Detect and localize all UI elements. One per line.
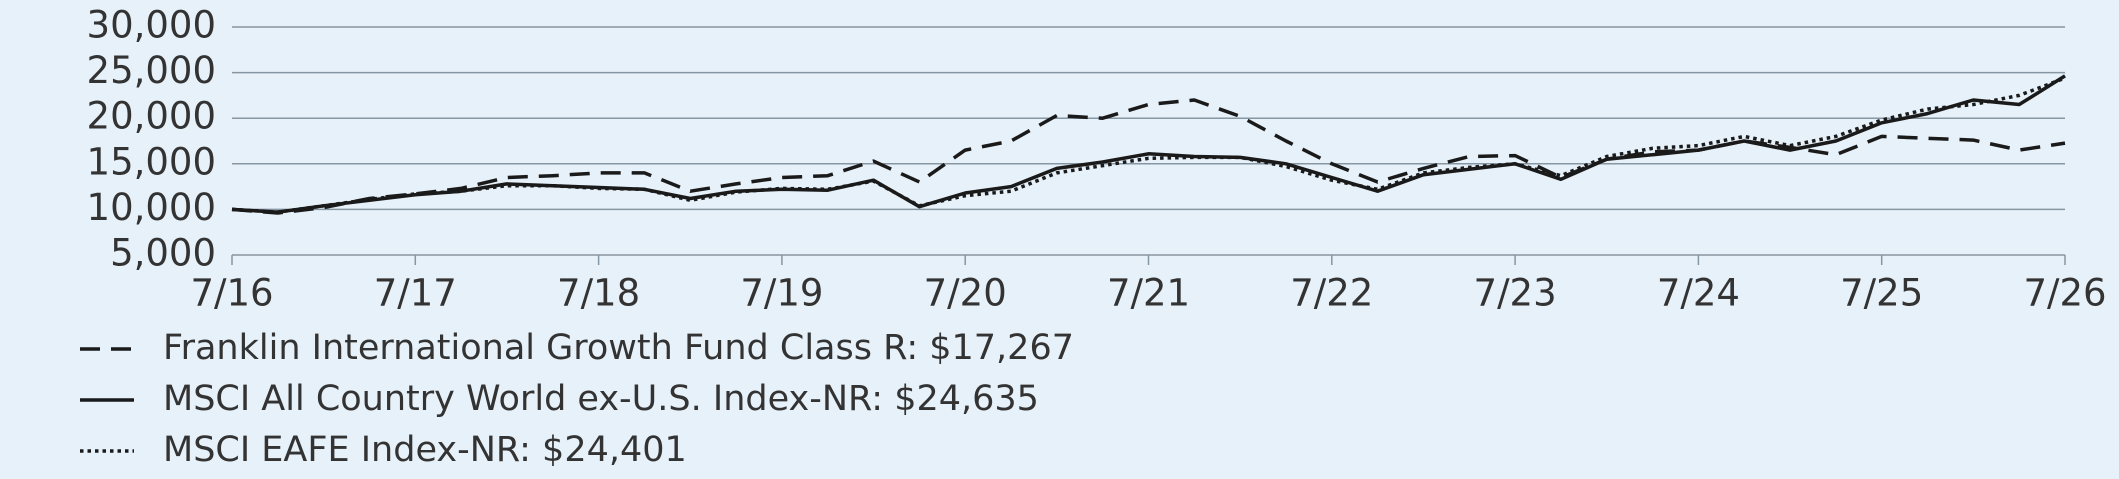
series-line [231,74,2066,214]
y-tick-label: 5,000 [110,232,216,275]
legend-label: Franklin International Growth Fund Class… [163,328,1074,368]
y-tick-label: 15,000 [87,140,216,183]
y-tick-label: 30,000 [87,4,216,47]
legend-label: MSCI EAFE Index-NR: $24,401 [163,430,687,470]
x-tick-label: 7/17 [374,272,457,315]
x-tick-label: 7/26 [2023,272,2106,315]
series-line [231,76,2066,214]
y-tick-label: 20,000 [87,95,216,138]
x-tick-label: 7/21 [1107,272,1190,315]
x-tick-label: 7/23 [1474,272,1557,315]
x-tick-label: 7/20 [924,272,1007,315]
legend-label: MSCI All Country World ex-U.S. Index-NR:… [163,379,1039,419]
x-tick-label: 7/18 [557,272,640,315]
y-tick-label: 25,000 [87,49,216,92]
x-tick-label: 7/24 [1657,272,1740,315]
x-tick-label: 7/16 [190,272,273,315]
x-tick-label: 7/19 [740,272,823,315]
x-tick-label: 7/22 [1290,272,1373,315]
x-tick-label: 7/25 [1840,272,1923,315]
y-tick-label: 10,000 [87,186,216,229]
series-line [231,98,2066,215]
